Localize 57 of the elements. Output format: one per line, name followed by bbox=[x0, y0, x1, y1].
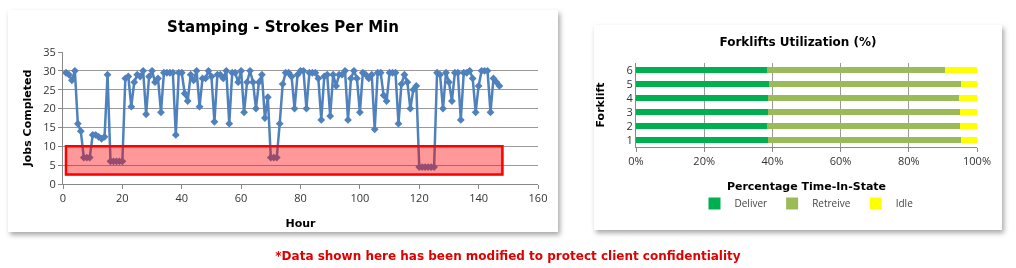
chart-title: Forklifts Utilization (%) bbox=[719, 34, 877, 49]
bar bbox=[944, 67, 977, 73]
bar bbox=[767, 137, 961, 143]
text: *Data shown here has been modified to protect client confidentiality bbox=[274, 249, 742, 263]
x-axis-title: Percentage Time-In-State bbox=[726, 180, 887, 193]
y-tick-label: 6 bbox=[626, 61, 633, 77]
x-tick-label: 160 bbox=[528, 190, 548, 206]
legend-label: Idle bbox=[895, 196, 914, 211]
x-tick-label: 20% bbox=[693, 153, 716, 169]
legend-label: Retreive bbox=[812, 196, 851, 211]
bar bbox=[960, 81, 977, 87]
chart-title: Stamping - Strokes Per Min bbox=[167, 17, 399, 36]
bar bbox=[636, 67, 767, 73]
x-tick-label: 60% bbox=[829, 153, 852, 169]
bar bbox=[636, 109, 768, 115]
bar bbox=[767, 109, 961, 115]
legend-label: Deliver bbox=[734, 196, 768, 211]
x-tick-label: 60 bbox=[234, 190, 248, 206]
bar bbox=[960, 109, 977, 115]
bar bbox=[636, 95, 768, 101]
bar bbox=[636, 123, 767, 129]
x-tick-label: 100 bbox=[350, 190, 370, 206]
x-tick-label: 100% bbox=[963, 153, 991, 169]
y-tick-label: 4 bbox=[626, 89, 634, 105]
x-tick-label: 140 bbox=[469, 190, 489, 206]
y-tick-label: 15 bbox=[43, 119, 56, 135]
y-tick-label: 3 bbox=[626, 103, 633, 119]
bar bbox=[768, 81, 961, 87]
bar bbox=[766, 67, 945, 73]
x-tick-label: 0% bbox=[628, 153, 644, 169]
y-tick-label: 2 bbox=[626, 117, 633, 133]
y-tick-label: 35 bbox=[43, 43, 56, 59]
x-tick-label: 40% bbox=[761, 153, 784, 169]
bar bbox=[636, 81, 769, 87]
bar bbox=[960, 137, 977, 143]
y-tick-label: 5 bbox=[49, 156, 56, 172]
y-tick-label: 25 bbox=[43, 81, 56, 97]
x-tick-label: 80 bbox=[294, 190, 307, 206]
x-tick-label: 40 bbox=[175, 190, 189, 206]
y-tick-label: 0 bbox=[49, 175, 56, 191]
y-tick-label: 10 bbox=[43, 138, 56, 154]
x-tick-label: 120 bbox=[409, 190, 429, 206]
x-tick-label: 0 bbox=[59, 190, 67, 206]
x-axis-title: Hour bbox=[285, 217, 317, 230]
y-axis-title: Forklift bbox=[594, 82, 607, 128]
x-tick-label: 20 bbox=[116, 190, 129, 206]
y-axis-title: Jobs Completed bbox=[21, 69, 34, 168]
bar bbox=[959, 123, 977, 129]
y-tick-label: 20 bbox=[43, 100, 56, 116]
bar bbox=[636, 137, 768, 143]
y-tick-label: 5 bbox=[626, 75, 633, 91]
bar bbox=[958, 95, 977, 101]
bar bbox=[766, 123, 960, 129]
y-tick-label: 1 bbox=[626, 131, 633, 147]
y-tick-label: 30 bbox=[43, 62, 56, 78]
bar bbox=[767, 95, 959, 101]
x-tick-label: 80% bbox=[897, 153, 920, 169]
